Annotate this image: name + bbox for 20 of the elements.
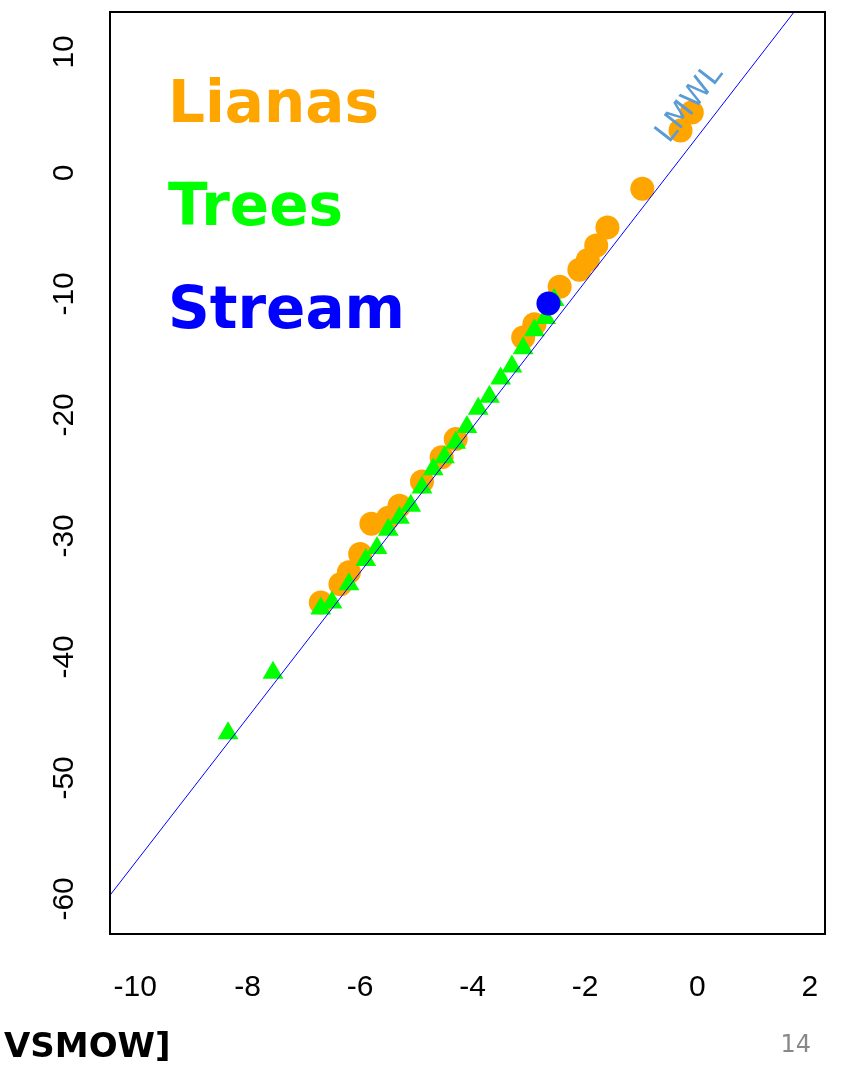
y-tick-label: -60 bbox=[46, 877, 80, 921]
x-tick-label: -10 bbox=[113, 969, 157, 1003]
y-tick-label: 0 bbox=[46, 164, 80, 182]
x-tick-label: -6 bbox=[346, 969, 374, 1003]
x-tick-label: -8 bbox=[234, 969, 262, 1003]
x-tick-label: 0 bbox=[689, 969, 706, 1003]
x-tick-label: 2 bbox=[801, 969, 819, 1003]
y-tick-label: -30 bbox=[46, 514, 80, 558]
text: VSMOW] bbox=[4, 1025, 171, 1065]
text: Stream bbox=[168, 274, 406, 343]
y-tick-label: -20 bbox=[46, 393, 80, 437]
y-tick-label: -50 bbox=[46, 756, 80, 800]
y-tick-label: -40 bbox=[46, 635, 80, 679]
x-tick-label: -4 bbox=[459, 969, 486, 1003]
y-tick-label: -10 bbox=[46, 272, 80, 316]
text: Trees bbox=[168, 171, 343, 240]
x-tick-label: -2 bbox=[571, 969, 599, 1003]
text: 14 bbox=[780, 1030, 811, 1058]
y-tick-label: 10 bbox=[46, 35, 80, 69]
text: Lianas bbox=[168, 68, 379, 137]
